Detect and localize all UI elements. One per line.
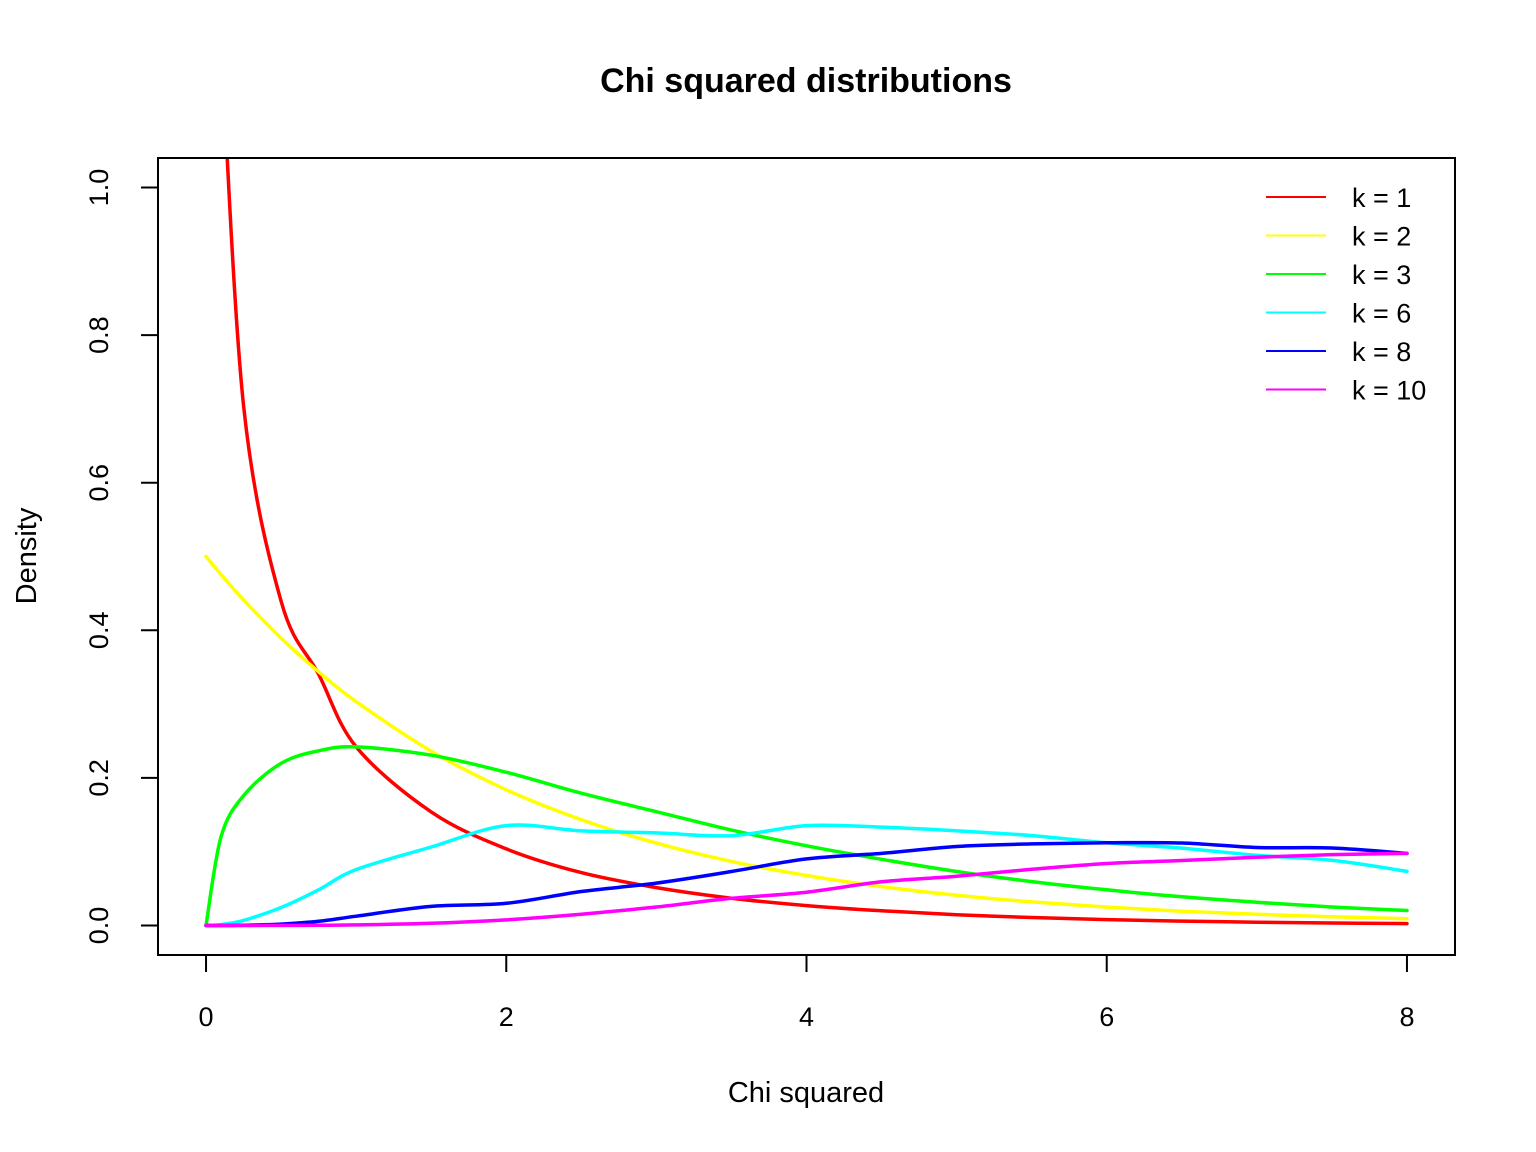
legend-label: k = 3 bbox=[1352, 260, 1411, 290]
x-tick-label: 6 bbox=[1099, 1002, 1114, 1032]
series-line-5 bbox=[204, 840, 1409, 928]
series-layer bbox=[204, 158, 1409, 928]
x-tick-label: 2 bbox=[499, 1002, 514, 1032]
x-tick-label: 4 bbox=[799, 1002, 814, 1032]
legend-label: k = 10 bbox=[1352, 376, 1426, 406]
x-axis-label: Chi squared bbox=[728, 1077, 884, 1109]
y-tick-label: 0.2 bbox=[84, 759, 114, 797]
series-line-4 bbox=[204, 823, 1409, 928]
x-tick-label: 0 bbox=[199, 1002, 214, 1032]
y-tick-label: 1.0 bbox=[84, 169, 114, 207]
y-tick-label: 0.6 bbox=[84, 464, 114, 502]
x-tick-label: 8 bbox=[1399, 1002, 1414, 1032]
chart-title: Chi squared distributions bbox=[600, 62, 1012, 100]
series-line-2 bbox=[204, 554, 1409, 921]
y-axis-label: Density bbox=[11, 507, 43, 604]
y-tick-label: 0.0 bbox=[84, 907, 114, 945]
legend-label: k = 6 bbox=[1352, 299, 1411, 329]
series-line-3 bbox=[204, 745, 1409, 928]
y-tick-label: 0.8 bbox=[84, 316, 114, 354]
plot-frame bbox=[157, 157, 1456, 956]
legend-label: k = 2 bbox=[1352, 222, 1411, 252]
axes-layer: 0 2 4 6 8 0.0 0.2 0.4 0.6 0.8 1.0 bbox=[84, 169, 1414, 1032]
legend: k = 1 k = 2 k = 3 k = 6 k = 8 k = 10 bbox=[1266, 183, 1426, 406]
legend-label: k = 8 bbox=[1352, 337, 1411, 367]
series-line-6 bbox=[204, 851, 1409, 928]
series-line-1 bbox=[225, 158, 1409, 926]
legend-label: k = 1 bbox=[1352, 183, 1411, 213]
y-tick-label: 0.4 bbox=[84, 612, 114, 650]
